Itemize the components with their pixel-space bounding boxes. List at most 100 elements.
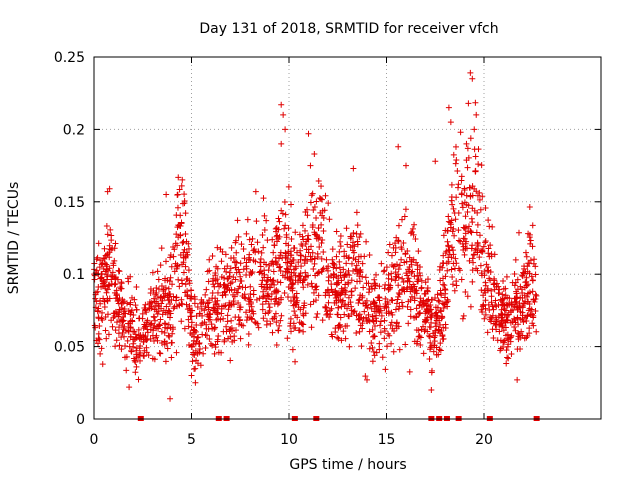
data-point [276, 322, 283, 329]
data-point [295, 273, 302, 280]
data-point [128, 294, 135, 301]
data-point [398, 256, 405, 263]
data-point [101, 245, 108, 252]
data-point [250, 247, 257, 254]
data-point [310, 298, 317, 305]
data-point [450, 205, 457, 212]
data-point [507, 319, 514, 326]
data-point [167, 395, 174, 402]
data-point [444, 238, 451, 245]
data-point [104, 286, 111, 293]
data-point [93, 256, 100, 263]
data-point [530, 314, 537, 321]
data-point [319, 237, 326, 244]
data-point [425, 308, 432, 315]
data-point [405, 298, 412, 305]
data-point [230, 254, 237, 261]
data-point [164, 345, 171, 352]
data-point [359, 325, 366, 332]
data-point [155, 276, 162, 283]
data-point [209, 325, 216, 332]
data-point [448, 181, 455, 188]
data-point [337, 243, 344, 250]
data-point [104, 231, 111, 238]
data-point [523, 334, 530, 341]
data-point [175, 174, 182, 181]
data-point [101, 260, 108, 267]
data-point [161, 329, 168, 336]
data-point [101, 255, 108, 262]
data-point [522, 249, 529, 256]
data-point [511, 271, 518, 278]
data-point [366, 328, 373, 335]
data-point [153, 284, 160, 291]
data-point [252, 188, 259, 195]
data-point [338, 285, 345, 292]
data-point [302, 227, 309, 234]
data-point [513, 298, 520, 305]
data-point [412, 235, 419, 242]
data-point [305, 130, 312, 137]
data-point [406, 263, 413, 270]
data-point [448, 217, 455, 224]
data-point [299, 242, 306, 249]
data-point [459, 204, 466, 211]
data-point [211, 324, 218, 331]
data-point [336, 264, 343, 271]
data-point [227, 357, 234, 364]
data-point [436, 298, 443, 305]
data-points [91, 69, 540, 402]
data-point [375, 308, 382, 315]
data-point [381, 317, 388, 324]
data-point [453, 278, 460, 285]
data-point [504, 354, 511, 361]
data-point [209, 289, 216, 296]
data-point [293, 299, 300, 306]
data-point [178, 182, 185, 189]
data-point [320, 228, 327, 235]
data-point [445, 213, 452, 220]
data-point [382, 295, 389, 302]
data-point [388, 340, 395, 347]
data-point [179, 301, 186, 308]
data-point [211, 350, 218, 357]
data-point [338, 303, 345, 310]
data-point [194, 334, 201, 341]
data-point [336, 248, 343, 255]
data-point [336, 258, 343, 265]
data-point [300, 304, 307, 311]
data-point [334, 311, 341, 318]
data-point [157, 294, 164, 301]
data-point [368, 283, 375, 290]
data-point [108, 237, 115, 244]
data-point [137, 357, 144, 364]
data-point [312, 231, 319, 238]
data-point [310, 289, 317, 296]
data-point [348, 260, 355, 267]
data-point [345, 312, 352, 319]
data-point [222, 302, 229, 309]
data-point [482, 238, 489, 245]
data-point [156, 322, 163, 329]
data-point [388, 275, 395, 282]
data-point [185, 323, 192, 330]
data-point [197, 300, 204, 307]
data-point [478, 287, 485, 294]
data-point [322, 192, 329, 199]
data-point [347, 235, 354, 242]
data-point [371, 333, 378, 340]
data-point [189, 358, 196, 365]
data-point [474, 221, 481, 228]
data-point [404, 303, 411, 310]
data-point [368, 305, 375, 312]
data-point [222, 251, 229, 258]
data-point [251, 319, 258, 326]
data-point [195, 341, 202, 348]
data-point [231, 293, 238, 300]
data-point [480, 243, 487, 250]
data-point [515, 229, 522, 236]
data-point [359, 273, 366, 280]
data-point [359, 260, 366, 267]
data-point [261, 274, 268, 281]
data-point [357, 292, 364, 299]
